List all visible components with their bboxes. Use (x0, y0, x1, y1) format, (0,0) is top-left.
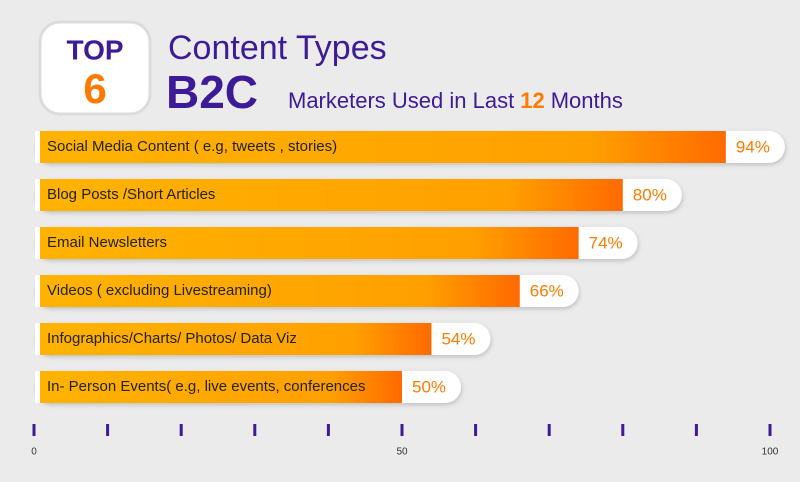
bar (40, 371, 402, 403)
badge-number: 6 (83, 65, 106, 112)
chart-title-big: B2C (166, 66, 258, 118)
value-label: 54% (441, 329, 475, 348)
subtitle-start: Marketers Used in Last (288, 88, 514, 113)
category-label: Infographics/Charts/ Photos/ Data Viz (47, 330, 297, 347)
bar (40, 227, 579, 259)
category-label: Blog Posts /Short Articles (47, 186, 215, 203)
category-label: In- Person Events( e.g, live events, con… (47, 378, 366, 395)
value-label: 94% (736, 137, 770, 156)
category-label: Social Media Content ( e.g, tweets , sto… (47, 138, 337, 155)
x-tick-label: 50 (396, 447, 408, 458)
value-label: 50% (412, 377, 446, 396)
subtitle-end: Months (551, 88, 623, 113)
category-label: Email Newsletters (47, 234, 167, 251)
badge-top: TOP (66, 34, 123, 65)
value-label: 80% (633, 185, 667, 204)
x-tick-label: 100 (762, 447, 779, 458)
value-label: 74% (589, 233, 623, 252)
x-tick-label: 0 (31, 447, 37, 458)
bar (40, 323, 432, 355)
category-label: Videos ( excluding Livestreaming) (47, 282, 272, 299)
chart-title: Content Types (168, 29, 387, 67)
subtitle: Marketers Used in Last 12 Months (288, 88, 623, 113)
bar (40, 131, 726, 163)
value-label: 66% (530, 281, 564, 300)
bar (40, 275, 520, 307)
subtitle-highlight: 12 (520, 88, 544, 113)
bar (40, 179, 623, 211)
badge (38, 20, 152, 116)
